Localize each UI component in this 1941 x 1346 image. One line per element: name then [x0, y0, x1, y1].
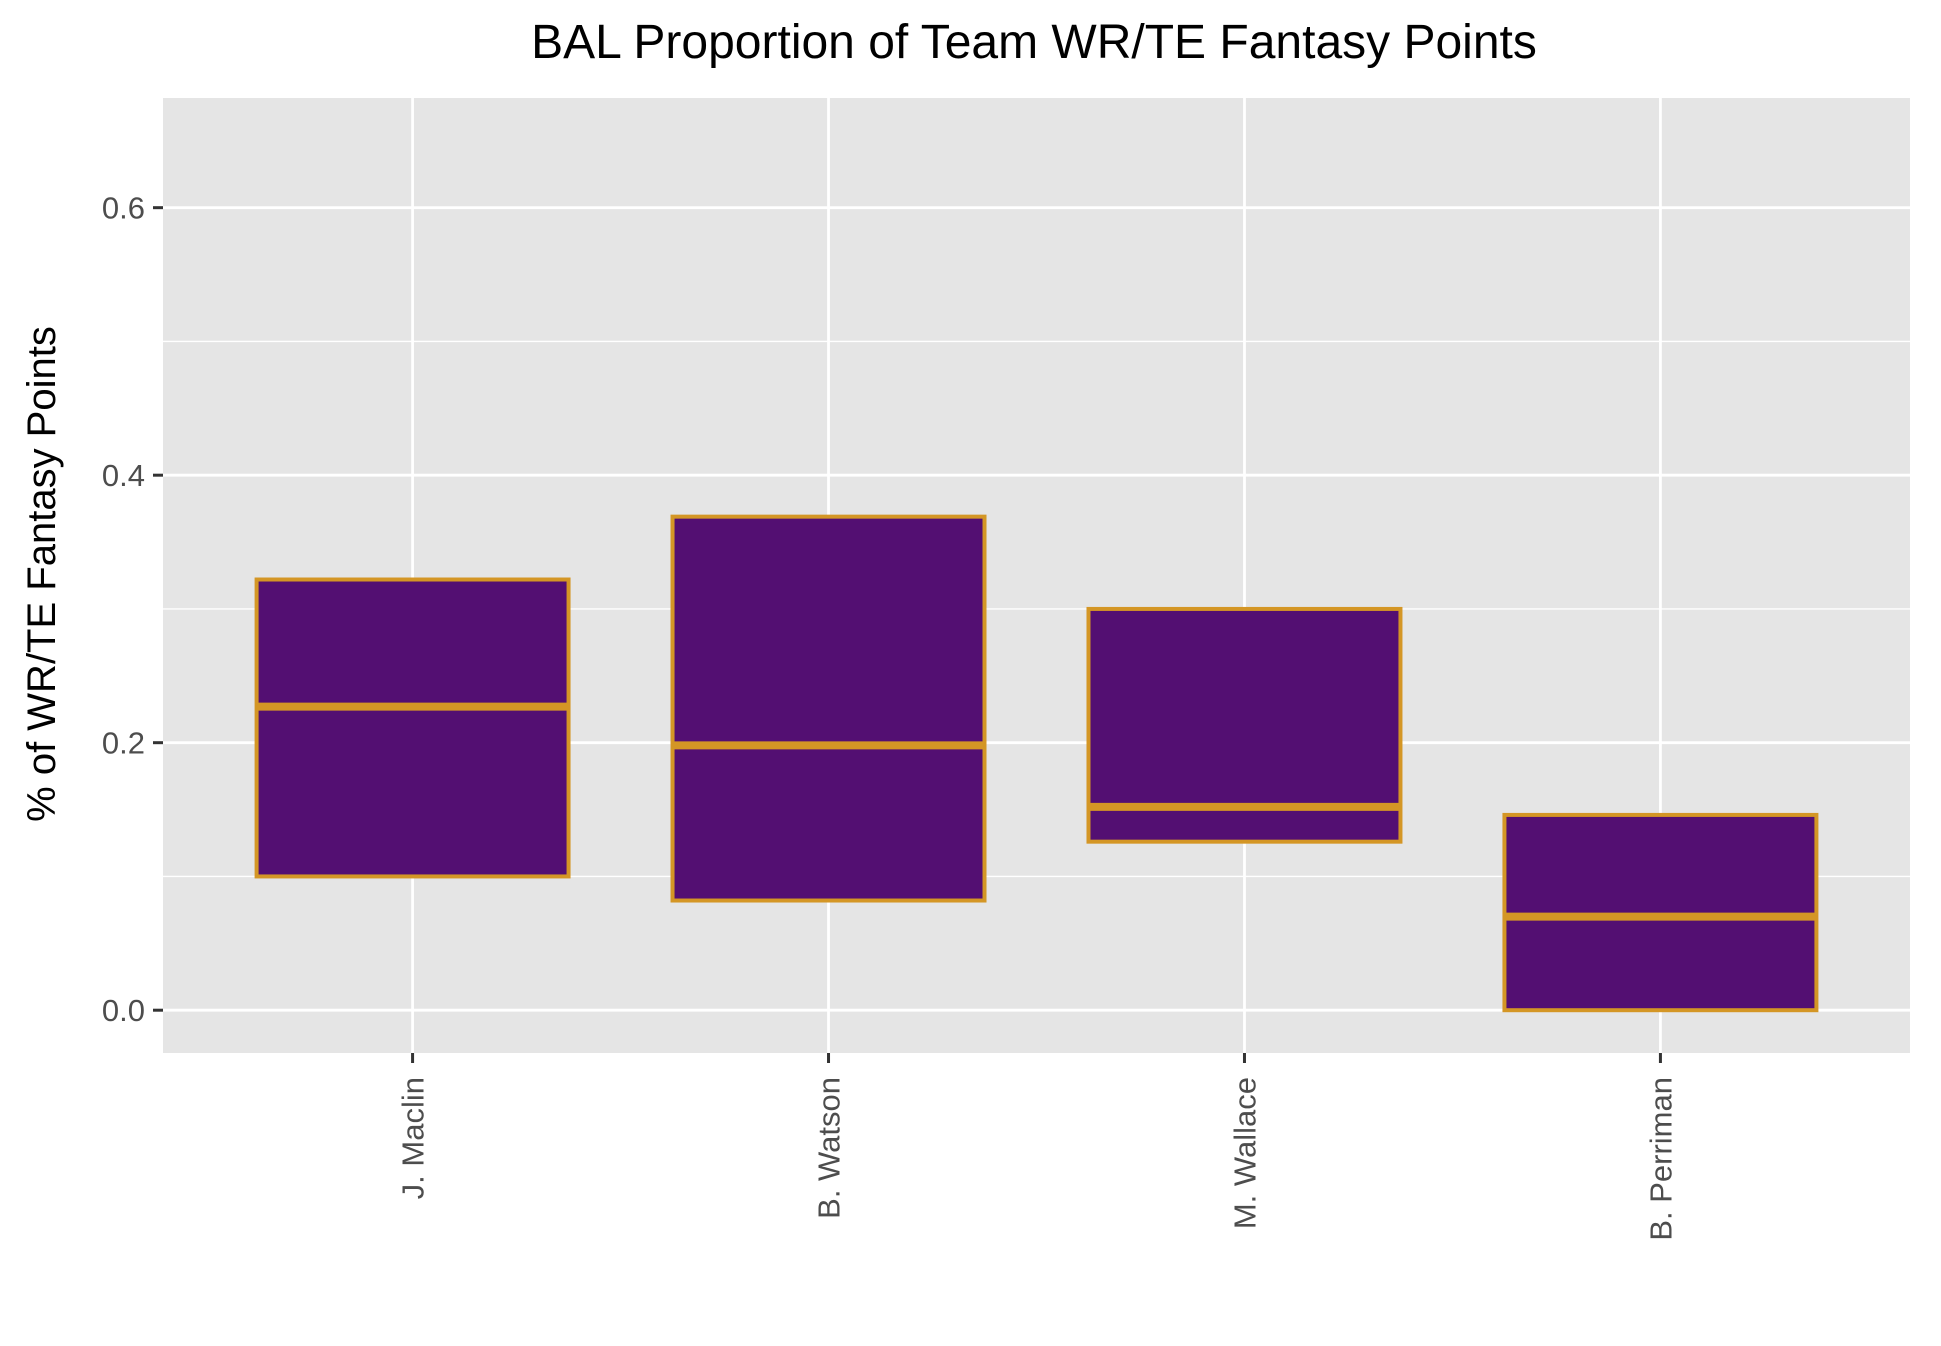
x-tick-label: M. Wallace: [1227, 1077, 1262, 1229]
y-tick-label: 0.0: [102, 993, 145, 1028]
y-axis-label: % of WR/TE Fantasy Points: [20, 326, 64, 822]
y-tick-label: 0.4: [102, 458, 145, 493]
box-2: [1086, 606, 1403, 844]
y-tick-label: 0.6: [102, 191, 145, 226]
x-tick-label: B. Watson: [812, 1077, 847, 1219]
box-3: [1502, 812, 1819, 1013]
box-1: [670, 514, 987, 903]
chart-title: BAL Proportion of Team WR/TE Fantasy Poi…: [531, 16, 1537, 69]
x-tick-label: B. Perriman: [1643, 1077, 1678, 1241]
x-tick-label: J. Maclin: [396, 1077, 431, 1199]
plot-area: 0.0 0.2 0.4 0.6 J. Maclin B. Watson M. Wallace…: [102, 98, 1910, 1241]
y-tick-label: 0.2: [102, 726, 145, 761]
box-0: [254, 577, 571, 879]
